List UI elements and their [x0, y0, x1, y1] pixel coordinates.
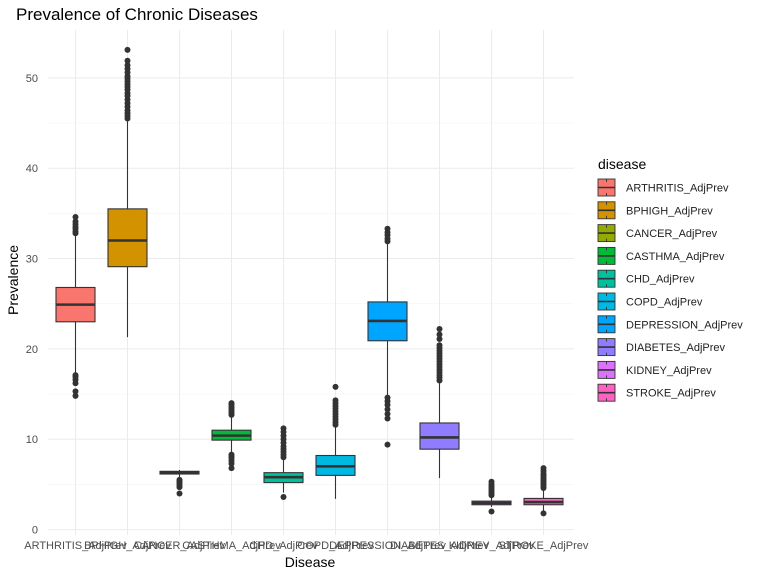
legend-item: BPHIGH_AdjPrev	[597, 201, 713, 220]
legend-title: disease	[598, 156, 646, 172]
outlier-point	[488, 508, 495, 515]
outlier-point	[280, 494, 287, 501]
outlier-point	[384, 406, 391, 413]
legend-label: STROKE_AdjPrev	[626, 388, 716, 400]
y-tick-label: 20	[26, 344, 38, 356]
outlier-point	[124, 46, 131, 53]
box-bphigh-adjprev	[107, 46, 148, 338]
legend: disease ARTHRITIS_AdjPrev BPHIGH_AdjPrev C…	[597, 156, 743, 402]
box-series	[55, 46, 564, 517]
outlier-point	[72, 218, 79, 225]
outlier-point	[280, 425, 287, 432]
outlier-point	[228, 400, 235, 407]
legend-item: CANCER_AdjPrev	[597, 224, 718, 243]
box-depression-adjprev	[367, 225, 408, 448]
box-copd-adjprev	[315, 383, 356, 499]
x-tick-label: ARTHRITIS_AdjPrev	[24, 540, 127, 552]
outlier-point	[384, 410, 391, 417]
legend-label: DEPRESSION_AdjPrev	[626, 319, 743, 331]
legend-item: CASTHMA_AdjPrev	[597, 246, 725, 265]
y-tick-label: 0	[32, 525, 38, 537]
box-kidney-adjprev	[471, 478, 512, 515]
box-body	[107, 208, 148, 268]
outlier-point	[540, 510, 547, 517]
y-tick-label: 30	[26, 254, 38, 266]
x-tick-label: CASTHMA_AdjPrev	[182, 540, 281, 552]
box-body	[419, 422, 460, 450]
y-tick-label: 10	[26, 434, 38, 446]
outlier-point	[72, 392, 79, 399]
y-tick-label: 50	[26, 73, 38, 85]
outlier-point	[124, 62, 131, 69]
x-tick-label: KIDNEY_AdjPrev	[449, 540, 535, 552]
legend-label: CANCER_AdjPrev	[626, 228, 718, 240]
outlier-point	[436, 331, 443, 338]
legend-label: KIDNEY_AdjPrev	[626, 365, 712, 377]
outlier-point	[176, 476, 183, 483]
legend-label: CHD_AdjPrev	[626, 274, 695, 286]
outlier-point	[332, 383, 339, 390]
x-axis-ticks: ARTHRITIS_AdjPrevBPHIGH_AdjPrevCANCER_Ad…	[24, 540, 589, 552]
outlier-point	[436, 342, 443, 349]
box-stroke-adjprev	[523, 465, 564, 517]
outlier-point	[228, 465, 235, 472]
box-arthritis-adjprev	[55, 214, 96, 399]
box-diabetes-adjprev	[419, 326, 460, 479]
x-tick-label: BPHIGH_AdjPrev	[84, 540, 171, 552]
outlier-point	[72, 388, 79, 395]
x-tick-label: CANCER_AdjPrev	[134, 540, 226, 552]
outlier-point	[124, 57, 131, 64]
legend-label: ARTHRITIS_AdjPrev	[626, 183, 729, 195]
outlier-point	[384, 441, 391, 448]
y-axis-title: Prevalence	[5, 245, 21, 315]
box-casthma-adjprev	[211, 400, 252, 472]
outlier-point	[436, 335, 443, 342]
x-axis-title: Disease	[285, 554, 336, 570]
legend-item: DEPRESSION_AdjPrev	[597, 315, 743, 334]
legend-item: ARTHRITIS_AdjPrev	[597, 178, 729, 197]
x-tick-label: DEPRESSION_AdjPrev	[329, 540, 446, 552]
outlier-point	[384, 225, 391, 232]
y-tick-label: 40	[26, 163, 38, 175]
outlier-point	[488, 478, 495, 485]
outlier-point	[72, 214, 79, 221]
legend-item: DIABETES_AdjPrev	[597, 338, 726, 357]
box-chd-adjprev	[263, 425, 304, 501]
legend-label: BPHIGH_AdjPrev	[626, 205, 713, 217]
legend-item: COPD_AdjPrev	[597, 292, 703, 311]
outlier-point	[384, 415, 391, 422]
box-cancer-adjprev	[159, 469, 200, 497]
legend-label: COPD_AdjPrev	[626, 297, 703, 309]
x-tick-label: COPD_AdjPrev	[297, 540, 374, 552]
x-tick-label: STROKE_AdjPrev	[499, 540, 589, 552]
outlier-point	[540, 465, 547, 472]
x-tick-label: DIABETES_AdjPrev	[390, 540, 490, 552]
outlier-point	[436, 326, 443, 333]
outlier-point	[228, 451, 235, 458]
legend-label: CASTHMA_AdjPrev	[626, 251, 725, 263]
x-tick-label: CHD_AdjPrev	[249, 540, 318, 552]
y-axis-ticks: 0 10 20 30 40 50	[26, 73, 38, 537]
outlier-point	[176, 490, 183, 497]
outlier-point	[72, 372, 79, 379]
outlier-point	[384, 394, 391, 401]
legend-label: DIABETES_AdjPrev	[626, 342, 726, 354]
outlier-point	[332, 397, 339, 404]
legend-item: KIDNEY_AdjPrev	[597, 360, 712, 379]
legend-item: CHD_AdjPrev	[597, 269, 695, 288]
chart-title: Prevalence of Chronic Diseases	[16, 5, 258, 24]
legend-item: STROKE_AdjPrev	[597, 383, 716, 402]
